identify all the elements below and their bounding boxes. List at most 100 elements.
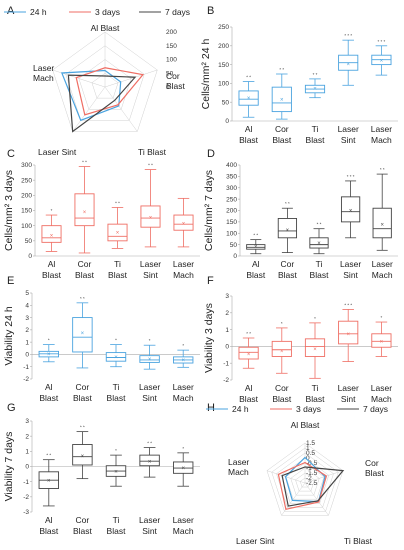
significance-label: *: [314, 316, 316, 321]
legend-label: 7 days: [363, 404, 388, 414]
x-category-line1: Al: [48, 259, 56, 269]
series-polygon-d7: [67, 74, 137, 133]
x-category-line1: Cor: [275, 124, 289, 134]
r-tick-label: 100: [166, 57, 177, 64]
significance-label: * *: [80, 296, 85, 301]
x-category-line2: Mach: [372, 270, 393, 280]
y-tick-label: 50: [222, 99, 230, 106]
significance-label: * *: [279, 67, 284, 72]
axis-label: Laser Sint: [38, 147, 77, 157]
mean-marker: ×: [182, 221, 186, 227]
y-tick-label: 0: [233, 253, 237, 260]
mean-marker: ×: [313, 347, 317, 353]
y-tick-label: -1: [23, 479, 29, 486]
box-iqr: [173, 214, 194, 231]
x-category-line2: Blast: [310, 270, 330, 280]
x-category-line1: Al: [252, 259, 260, 269]
x-category-line1: Ti: [114, 259, 121, 269]
series-polygon-d3: [277, 461, 328, 511]
grid-ring: [65, 45, 145, 121]
series-polygon-d7: [281, 466, 345, 507]
x-category-line1: Cor: [76, 382, 90, 392]
significance-label: * *: [317, 222, 322, 227]
mean-marker: ×: [114, 469, 118, 475]
panel-label: D: [207, 148, 215, 160]
x-category-line2: Mach: [371, 135, 392, 145]
x-category-line2: Blast: [75, 270, 95, 280]
significance-label: * *: [313, 72, 318, 77]
r-tick-label: 1: [306, 445, 310, 452]
mean-marker: ×: [148, 459, 152, 465]
r-tick-label: -1: [306, 465, 312, 472]
mean-marker: ×: [317, 241, 321, 247]
x-category-line2: Blast: [73, 393, 93, 403]
y-tick-label: 0: [28, 253, 32, 260]
significance-label: * *: [380, 167, 385, 172]
mean-marker: ×: [280, 349, 284, 355]
spoke: [304, 482, 329, 516]
y-axis-label: Viability 24 h: [3, 306, 15, 366]
y-tick-label: 250: [21, 177, 32, 184]
y-tick-label: 0: [225, 118, 229, 125]
y-tick-label: -1: [223, 360, 229, 367]
y-tick-label: 1: [25, 449, 29, 456]
axis-label: Cor: [365, 458, 379, 468]
mean-marker: ×: [286, 228, 290, 234]
y-tick-label: 200: [218, 43, 229, 50]
x-category-line2: Mach: [371, 394, 392, 404]
x-category-line1: Laser: [338, 383, 359, 393]
y-tick-label: 3: [25, 315, 29, 322]
significance-label: *: [48, 338, 50, 343]
significance-label: * *: [148, 163, 153, 168]
x-category-line2: Sint: [343, 270, 358, 280]
x-category-line2: Blast: [239, 135, 259, 145]
x-category-line2: Blast: [39, 526, 59, 536]
y-tick-label: 50: [230, 242, 238, 249]
y-tick-label: 350: [226, 174, 237, 181]
grid-ring: [290, 467, 320, 496]
mean-marker: ×: [380, 340, 384, 346]
mean-marker: ×: [47, 478, 51, 484]
x-category-line1: Al: [245, 383, 253, 393]
y-axis-label: Viability 7 days: [3, 432, 15, 502]
mean-marker: ×: [47, 352, 51, 358]
panel-label: E: [7, 275, 14, 287]
box-iqr: [246, 244, 266, 250]
spoke: [281, 482, 306, 516]
y-tick-label: -2: [23, 376, 29, 383]
significance-label: *: [182, 446, 184, 451]
legend-label: 24 h: [232, 404, 249, 414]
box-iqr: [271, 340, 292, 357]
mean-marker: ×: [247, 96, 251, 102]
axis-label: Mach: [33, 73, 54, 83]
r-tick-label: -2: [306, 475, 312, 482]
x-category-line2: Blast: [39, 393, 59, 403]
axis-label: Mach: [228, 467, 249, 477]
y-tick-label: 50: [25, 238, 33, 245]
mean-marker: ×: [349, 209, 353, 215]
y-tick-label: 100: [226, 230, 237, 237]
y-tick-label: -2: [223, 377, 229, 384]
axis-label: Blast: [166, 81, 186, 91]
grid-ring: [91, 72, 119, 99]
panel-label: C: [7, 148, 15, 160]
